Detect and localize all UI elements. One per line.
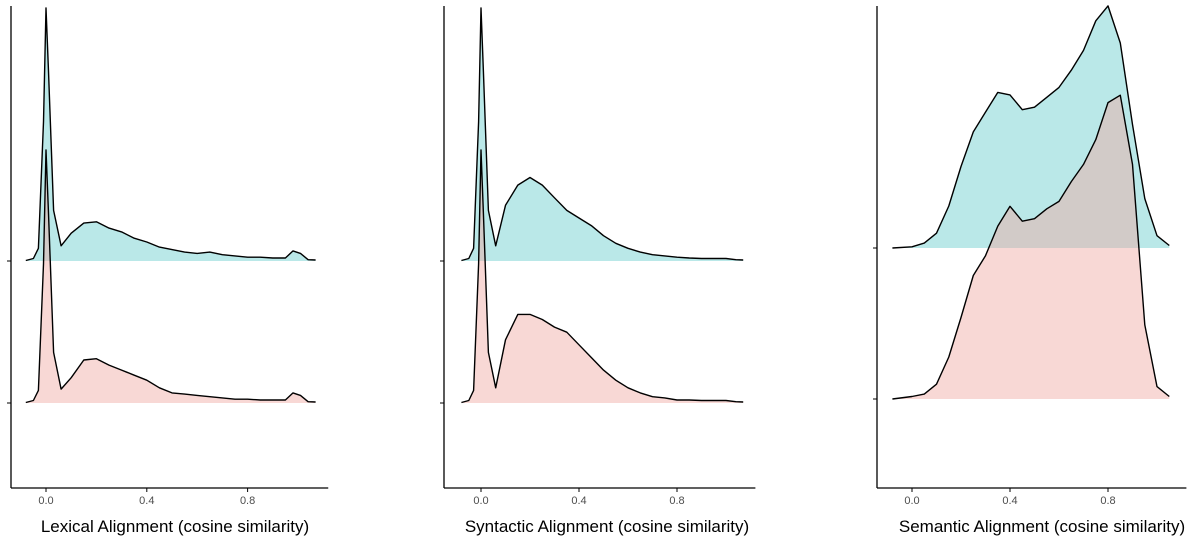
syntactic-ridge-2-fill <box>461 150 744 403</box>
semantic-ridge-1-fill <box>892 5 1170 249</box>
syntactic-axes: 0.0 0.4 0.8 <box>440 6 756 507</box>
semantic-x-axis-label: Semantic Alignment (cosine similarity) <box>899 517 1185 536</box>
lexical-axes: 0.0 0.4 0.8 <box>7 6 329 507</box>
lexical-ridge-1-fill <box>25 8 316 261</box>
lexical-ridge-2-outline <box>25 149 316 404</box>
semantic-x-tick-label-2: 0.4 <box>1002 495 1017 507</box>
syntactic-ridge-1-fill <box>461 8 744 261</box>
panel-syntactic: 0.0 0.4 0.8 Syntactic Alignment (cosine si… <box>440 6 756 536</box>
lexical-x-tick-label-1: 0.0 <box>38 495 53 507</box>
panel-semantic: 0.0 0.4 0.8 Semantic Alignment (cosine sim… <box>873 5 1187 536</box>
semantic-ridge-2-fill <box>892 95 1170 399</box>
semantic-axes: 0.0 0.4 0.8 <box>873 6 1187 507</box>
syntactic-x-tick-label-2: 0.4 <box>571 495 586 507</box>
syntactic-x-tick-label-3: 0.8 <box>669 495 684 507</box>
semantic-ridge-2-outline <box>892 94 1170 400</box>
semantic-x-tick-label-3: 0.8 <box>1100 495 1115 507</box>
syntactic-x-tick-label-1: 0.0 <box>473 495 488 507</box>
syntactic-ridge-1-outline <box>461 7 744 262</box>
panel-lexical: 0.0 0.4 0.8 Lexical Alignment (cosine simi… <box>7 6 329 536</box>
semantic-x-tick-label-1: 0.0 <box>904 495 919 507</box>
syntactic-x-axis-label: Syntactic Alignment (cosine similarity) <box>465 517 749 536</box>
lexical-ridge-2-fill <box>25 150 316 403</box>
semantic-ridges <box>892 5 1170 400</box>
lexical-x-axis-label: Lexical Alignment (cosine similarity) <box>41 517 309 536</box>
lexical-x-tick-label-3: 0.8 <box>240 495 255 507</box>
lexical-x-tick-label-2: 0.4 <box>139 495 154 507</box>
lexical-ridge-1-outline <box>25 7 316 262</box>
syntactic-ridges <box>461 7 744 404</box>
syntactic-ridge-2-outline <box>461 149 744 404</box>
semantic-ridge-1-outline <box>892 5 1170 249</box>
lexical-ridges <box>25 7 316 404</box>
